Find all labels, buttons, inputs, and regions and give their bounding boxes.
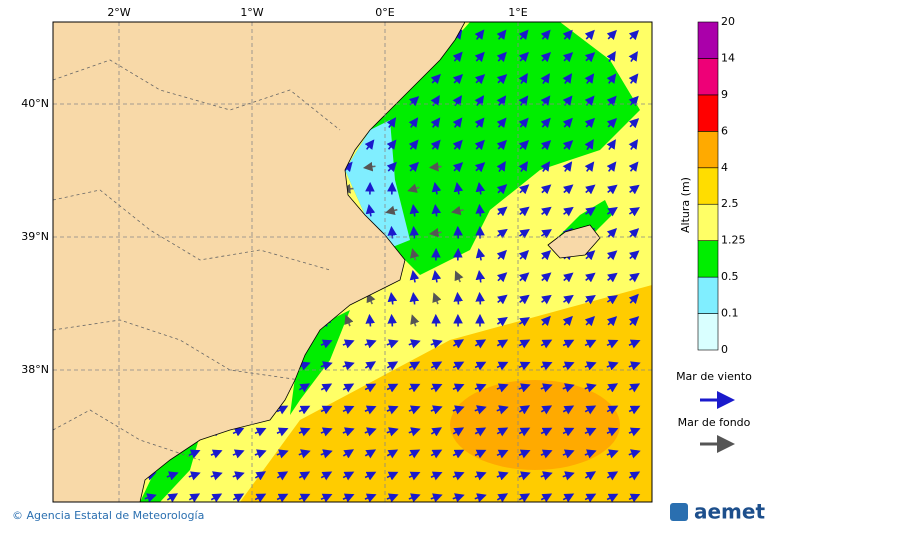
lon-label: 2°W — [107, 6, 130, 19]
lon-label: 1°E — [508, 6, 527, 19]
colorbar-title: Altura (m) — [679, 177, 692, 233]
colorbar-label: 1.25 — [721, 234, 746, 247]
logo: aemet — [670, 500, 765, 524]
lon-label: 0°E — [375, 6, 394, 19]
lat-label: 38°N — [21, 363, 49, 376]
map — [53, 22, 652, 502]
wind-arrow — [392, 316, 393, 327]
wind-arrow — [480, 206, 481, 217]
swell-arrow — [431, 167, 442, 168]
colorbar-label: 14 — [721, 51, 735, 64]
colorbar-segment — [698, 277, 718, 313]
wind-arrow — [480, 294, 481, 305]
colorbar-segment — [698, 58, 718, 94]
footer-credit: © Agencia Estatal de Meteorología — [12, 509, 204, 522]
colorbar-segment — [698, 131, 718, 167]
colorbar: 0 0.1 0.5 1.25 2.5 4 6 9 14 20 — [698, 15, 746, 356]
wind-arrow — [458, 294, 459, 305]
colorbar-label: 0.1 — [721, 307, 739, 320]
colorbar-label: 4 — [721, 161, 728, 174]
lat-label: 40°N — [21, 97, 49, 110]
colorbar-label: 9 — [721, 88, 728, 101]
colorbar-label: 2.5 — [721, 197, 739, 210]
colorbar-label: 6 — [721, 124, 728, 137]
colorbar-segment — [698, 204, 718, 240]
colorbar-segment — [698, 168, 718, 204]
lon-label: 1°W — [240, 6, 263, 19]
colorbar-segment — [698, 95, 718, 131]
legend-swell: Mar de fondo — [678, 416, 751, 429]
wind-arrow — [370, 316, 371, 327]
colorbar-label: 20 — [721, 15, 735, 28]
colorbar-segment — [698, 22, 718, 58]
logo-text: aemet — [694, 500, 765, 524]
colorbar-label: 0 — [721, 343, 728, 356]
colorbar-label: 0.5 — [721, 270, 739, 283]
wave-zone-dark-orange — [450, 380, 620, 470]
lat-label: 39°N — [21, 230, 49, 243]
colorbar-segment — [698, 314, 718, 350]
logo-icon — [670, 503, 688, 521]
legend-wind-sea: Mar de viento — [676, 370, 752, 383]
colorbar-segment — [698, 241, 718, 277]
